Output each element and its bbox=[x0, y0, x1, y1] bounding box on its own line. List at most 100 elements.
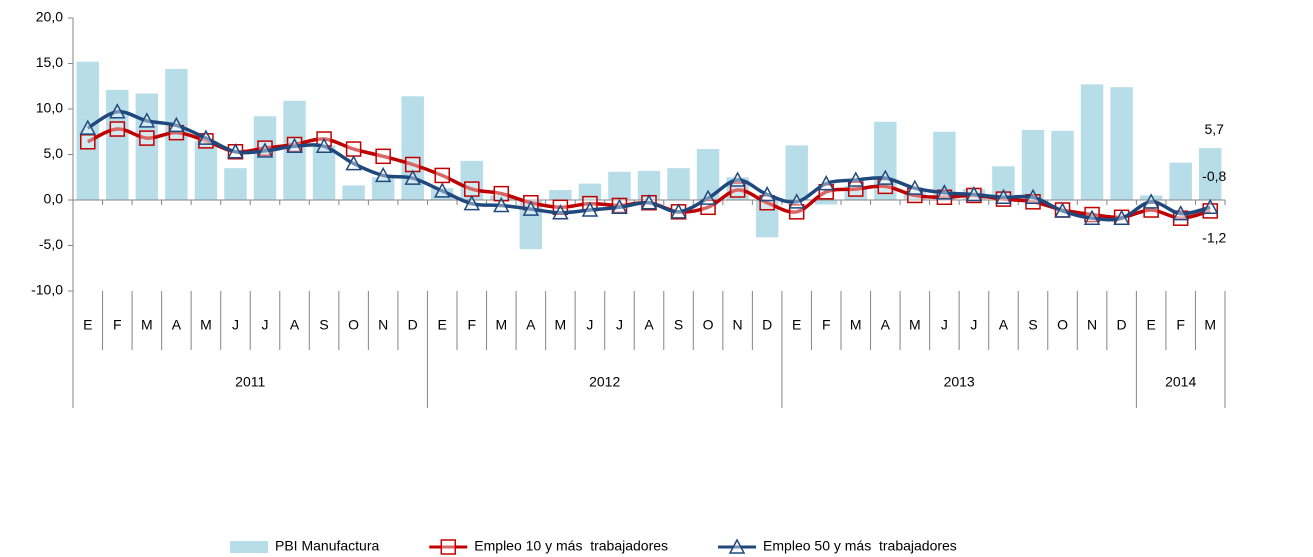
x-tick-label: S bbox=[319, 317, 328, 333]
x-tick-label: A bbox=[290, 317, 300, 333]
y-tick-label: -10,0 bbox=[31, 282, 63, 298]
y-tick-label: -5,0 bbox=[39, 236, 63, 252]
y-tick-label: 10,0 bbox=[36, 100, 63, 116]
year-label: 2011 bbox=[235, 374, 265, 390]
x-tick-label: N bbox=[1087, 317, 1097, 333]
bar bbox=[342, 185, 365, 200]
bar bbox=[933, 131, 956, 200]
marker bbox=[375, 148, 391, 165]
x-tick-label: O bbox=[1057, 317, 1068, 333]
marker bbox=[493, 196, 510, 213]
marker bbox=[847, 171, 865, 187]
marker bbox=[670, 203, 687, 219]
bar bbox=[1110, 87, 1133, 200]
marker bbox=[404, 169, 421, 185]
bar bbox=[637, 170, 661, 200]
marker bbox=[522, 200, 540, 216]
marker bbox=[345, 155, 362, 171]
marker bbox=[109, 121, 126, 137]
marker bbox=[1142, 193, 1160, 209]
marker bbox=[197, 129, 215, 145]
x-tick-label: J bbox=[232, 317, 239, 333]
x-tick-label: D bbox=[762, 317, 772, 333]
marker bbox=[1083, 209, 1101, 225]
marker bbox=[315, 137, 333, 154]
bar bbox=[815, 200, 838, 205]
marker bbox=[256, 142, 274, 158]
marker bbox=[699, 189, 717, 205]
y-tick-label: 5,0 bbox=[44, 145, 64, 161]
marker bbox=[404, 156, 421, 173]
bar bbox=[253, 116, 277, 200]
x-tick-label: E bbox=[438, 317, 447, 333]
x-tick-label: A bbox=[881, 317, 891, 333]
bar bbox=[431, 188, 454, 200]
x-tick-label: D bbox=[408, 317, 418, 333]
marker bbox=[227, 143, 244, 159]
x-tick-label: J bbox=[970, 317, 977, 333]
x-tick-label: E bbox=[83, 317, 92, 333]
line bbox=[86, 109, 1211, 222]
x-tick-label: M bbox=[555, 317, 567, 333]
x-tick-label: N bbox=[378, 317, 388, 333]
x-tick-label: M bbox=[850, 317, 862, 333]
marker bbox=[1024, 188, 1042, 205]
x-tick-label: J bbox=[616, 317, 623, 333]
marker bbox=[434, 167, 450, 184]
x-tick-label: S bbox=[1028, 317, 1037, 333]
x-tick-label: D bbox=[1117, 317, 1127, 333]
marker bbox=[464, 181, 480, 197]
x-tick-label: A bbox=[172, 317, 182, 333]
bar bbox=[224, 168, 247, 200]
marker bbox=[374, 166, 392, 183]
marker bbox=[463, 195, 481, 211]
bar bbox=[194, 140, 218, 200]
x-tick-label: M bbox=[200, 317, 212, 333]
y-tick-label: 15,0 bbox=[36, 54, 63, 70]
marker bbox=[817, 175, 835, 191]
x-tick-label: F bbox=[113, 317, 122, 333]
marker bbox=[552, 204, 569, 220]
marker bbox=[286, 137, 303, 154]
marker bbox=[80, 134, 96, 150]
legend-label: Empleo 50 y más trabajadores bbox=[763, 538, 957, 554]
bar bbox=[283, 100, 306, 200]
x-tick-label: A bbox=[644, 317, 654, 333]
x-tick-label: J bbox=[941, 317, 948, 333]
bar bbox=[549, 189, 572, 200]
x-tick-label: M bbox=[141, 317, 153, 333]
bar bbox=[401, 96, 424, 200]
x-tick-label: O bbox=[703, 317, 714, 333]
year-label: 2014 bbox=[1165, 374, 1196, 390]
bar bbox=[667, 168, 690, 200]
bar bbox=[312, 145, 336, 200]
x-tick-label: E bbox=[1146, 317, 1155, 333]
data-label: -0,8 bbox=[1202, 168, 1226, 184]
bar bbox=[1021, 129, 1045, 200]
marker bbox=[906, 179, 924, 195]
legend-marker bbox=[440, 539, 457, 555]
bar bbox=[1199, 148, 1222, 200]
bar bbox=[696, 149, 720, 200]
bar bbox=[76, 61, 99, 201]
marker bbox=[758, 185, 776, 202]
marker bbox=[79, 119, 97, 135]
marker bbox=[138, 112, 156, 128]
marker bbox=[965, 185, 983, 202]
legend-marker bbox=[728, 538, 746, 554]
x-tick-label: F bbox=[822, 317, 831, 333]
legend-label: Empleo 10 y más trabajadores bbox=[474, 538, 668, 554]
marker bbox=[433, 182, 451, 198]
year-label: 2012 bbox=[589, 374, 620, 390]
marker bbox=[139, 130, 155, 146]
bar bbox=[608, 171, 631, 200]
x-tick-label: F bbox=[1176, 317, 1185, 333]
marker bbox=[995, 188, 1012, 205]
x-tick-label: M bbox=[1204, 317, 1216, 333]
x-tick-label: O bbox=[348, 317, 359, 333]
marker bbox=[877, 169, 894, 185]
marker bbox=[109, 103, 126, 119]
x-tick-label: N bbox=[733, 317, 743, 333]
x-tick-label: S bbox=[674, 317, 683, 333]
